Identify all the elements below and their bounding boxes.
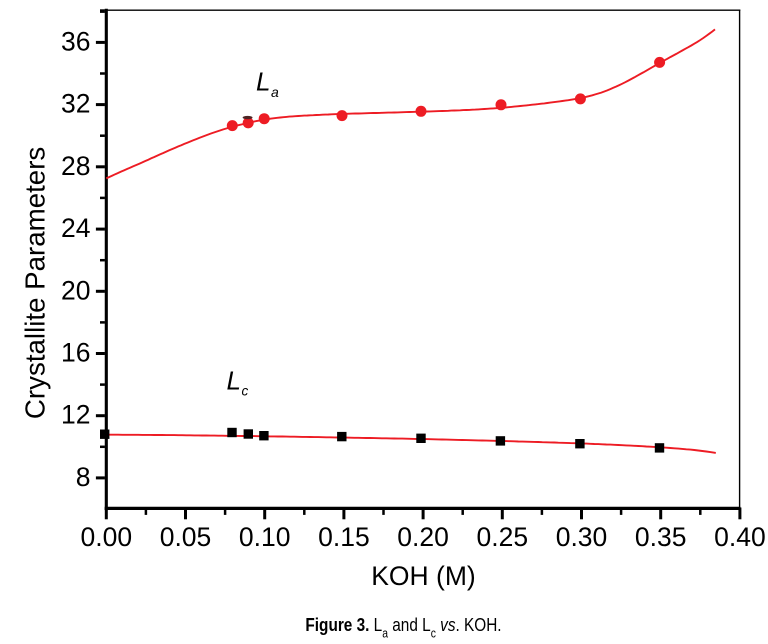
svg-text:0.10: 0.10 bbox=[239, 522, 291, 552]
svg-text:0.05: 0.05 bbox=[160, 522, 212, 552]
svg-text:0.15: 0.15 bbox=[318, 522, 370, 552]
svg-text:28: 28 bbox=[61, 151, 90, 181]
svg-text:0.20: 0.20 bbox=[397, 522, 449, 552]
svg-text:0.40: 0.40 bbox=[714, 522, 766, 552]
svg-text:12: 12 bbox=[61, 400, 90, 430]
svg-text:0.35: 0.35 bbox=[635, 522, 687, 552]
svg-text:20: 20 bbox=[61, 275, 90, 305]
svg-text:KOH (M): KOH (M) bbox=[371, 561, 476, 591]
svg-text:24: 24 bbox=[61, 213, 90, 243]
svg-text:32: 32 bbox=[61, 89, 90, 119]
svg-text:0.30: 0.30 bbox=[556, 522, 608, 552]
svg-text:36: 36 bbox=[61, 26, 90, 56]
svg-text:8: 8 bbox=[76, 462, 91, 492]
svg-text:16: 16 bbox=[61, 337, 90, 367]
svg-text:0.00: 0.00 bbox=[81, 522, 133, 552]
svg-text:Crystallite Parameters: Crystallite Parameters bbox=[19, 147, 50, 419]
svg-text:0.25: 0.25 bbox=[477, 522, 529, 552]
